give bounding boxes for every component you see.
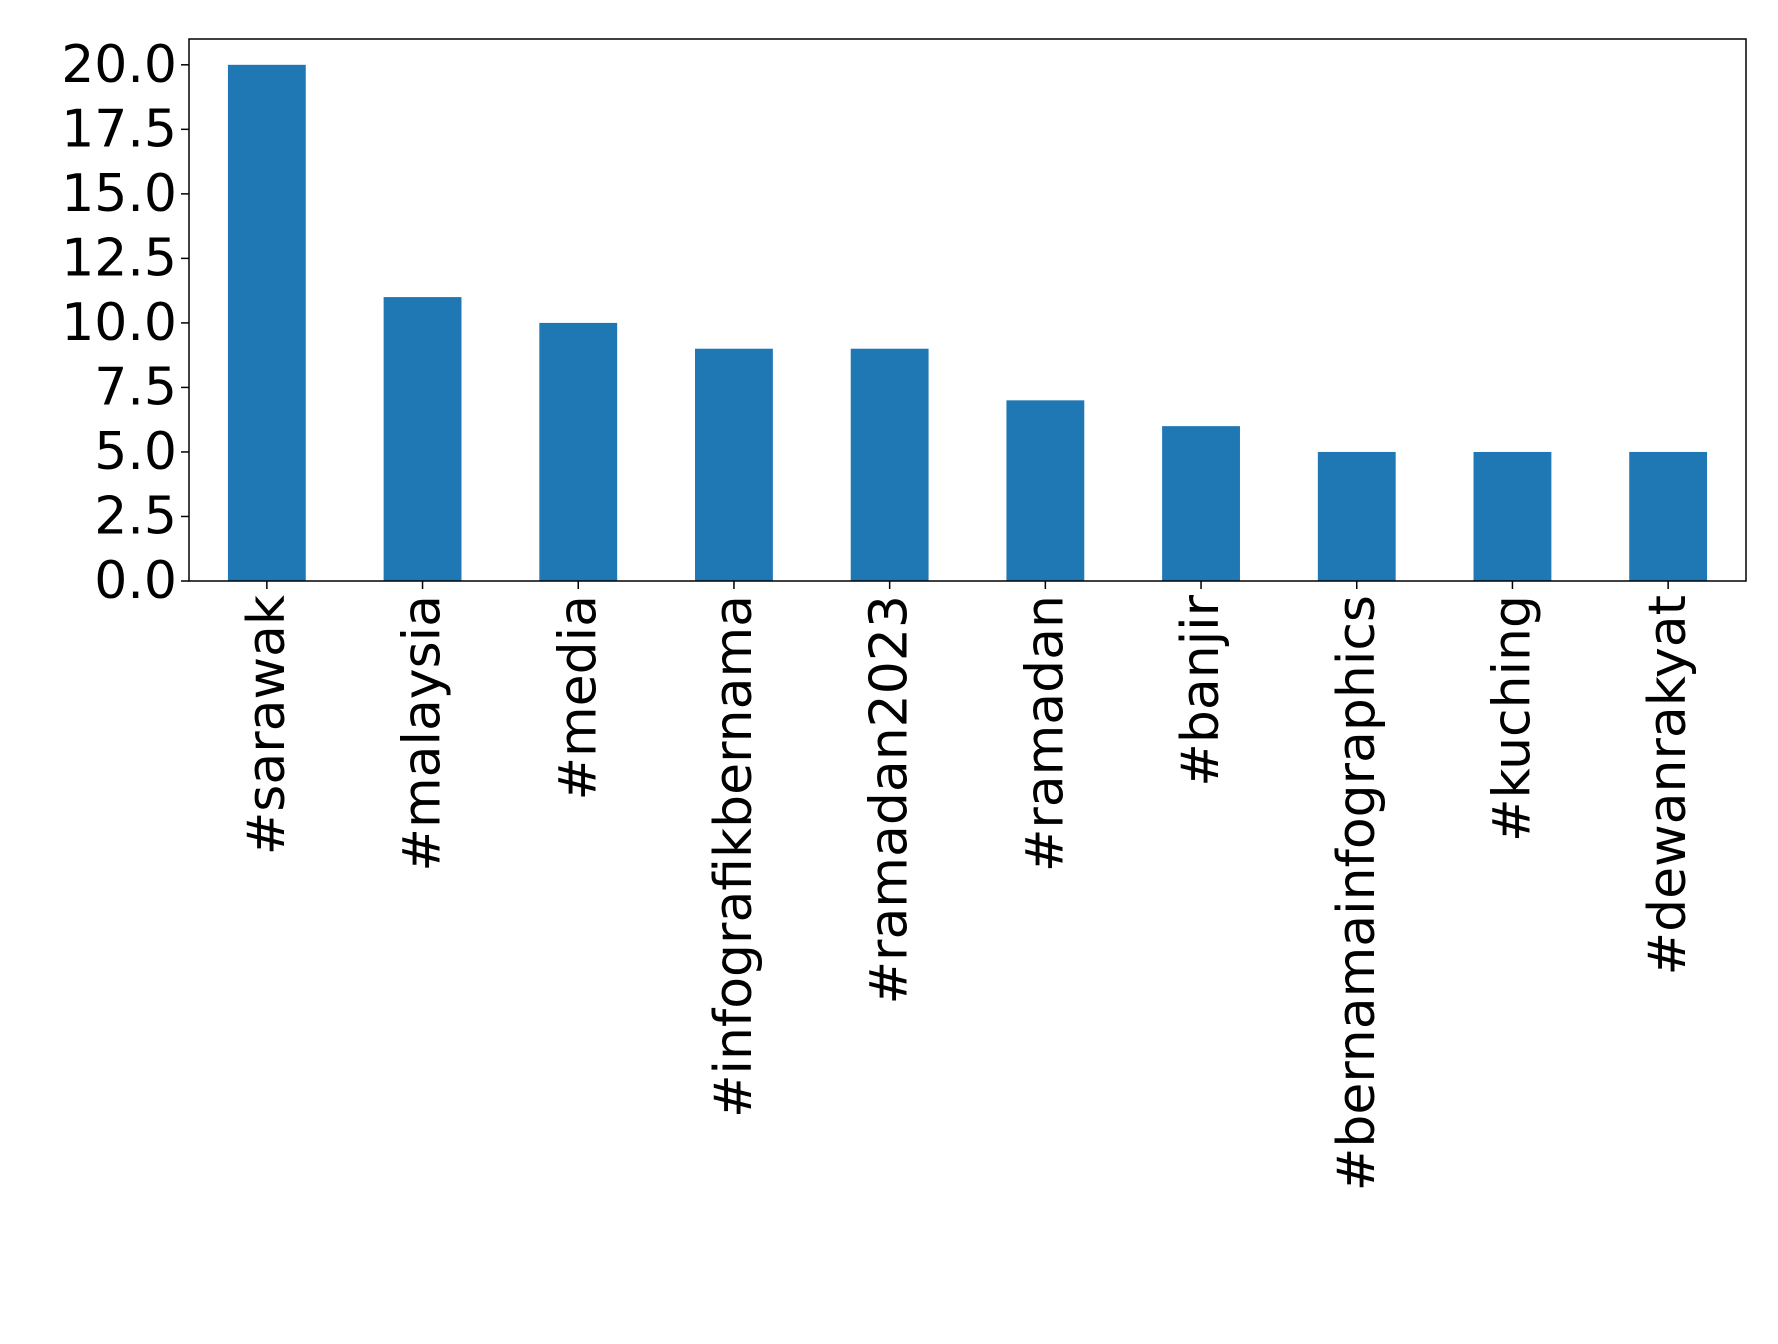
bar (539, 322, 618, 581)
bar (1162, 426, 1240, 581)
x-tick-label: #kuching (1482, 595, 1542, 842)
y-tick-label: 10.0 (61, 293, 177, 353)
bar (227, 64, 306, 582)
plot-area-frame (188, 38, 1747, 582)
y-tick-label: 20.0 (61, 35, 177, 95)
y-tick-label: 0.0 (94, 551, 177, 611)
bar (1473, 451, 1552, 581)
x-tick-label: #bernamainfographics (1327, 595, 1387, 1191)
x-axis: #sarawak #malaysia #media #infografikbernam… (237, 581, 1698, 1191)
y-tick-label: 17.5 (61, 99, 177, 159)
y-tick-label: 15.0 (61, 164, 177, 224)
x-tick-label: #ramadan (1015, 595, 1075, 872)
bar (1317, 451, 1396, 581)
x-tick-label: #media (548, 595, 608, 801)
y-tick-label: 7.5 (94, 357, 177, 417)
bar (695, 348, 773, 581)
x-tick-label: #infografikbernama (704, 595, 764, 1118)
bar (850, 348, 929, 581)
y-axis: 0.02.55.07.510.012.515.017.520.0 (61, 35, 189, 611)
x-tick-label: #banjir (1171, 594, 1231, 786)
x-tick-label: #dewanrakyat (1638, 595, 1698, 975)
y-tick-label: 2.5 (94, 486, 177, 546)
bars-group (227, 64, 1708, 582)
bar (383, 297, 462, 581)
y-tick-label: 12.5 (61, 228, 177, 288)
x-tick-label: #sarawak (237, 595, 297, 855)
y-tick-label: 5.0 (94, 422, 177, 482)
x-tick-label: #ramadan2023 (860, 595, 920, 1005)
bar (1006, 400, 1085, 581)
bar (1629, 451, 1708, 581)
x-tick-label: #malaysia (393, 595, 453, 872)
